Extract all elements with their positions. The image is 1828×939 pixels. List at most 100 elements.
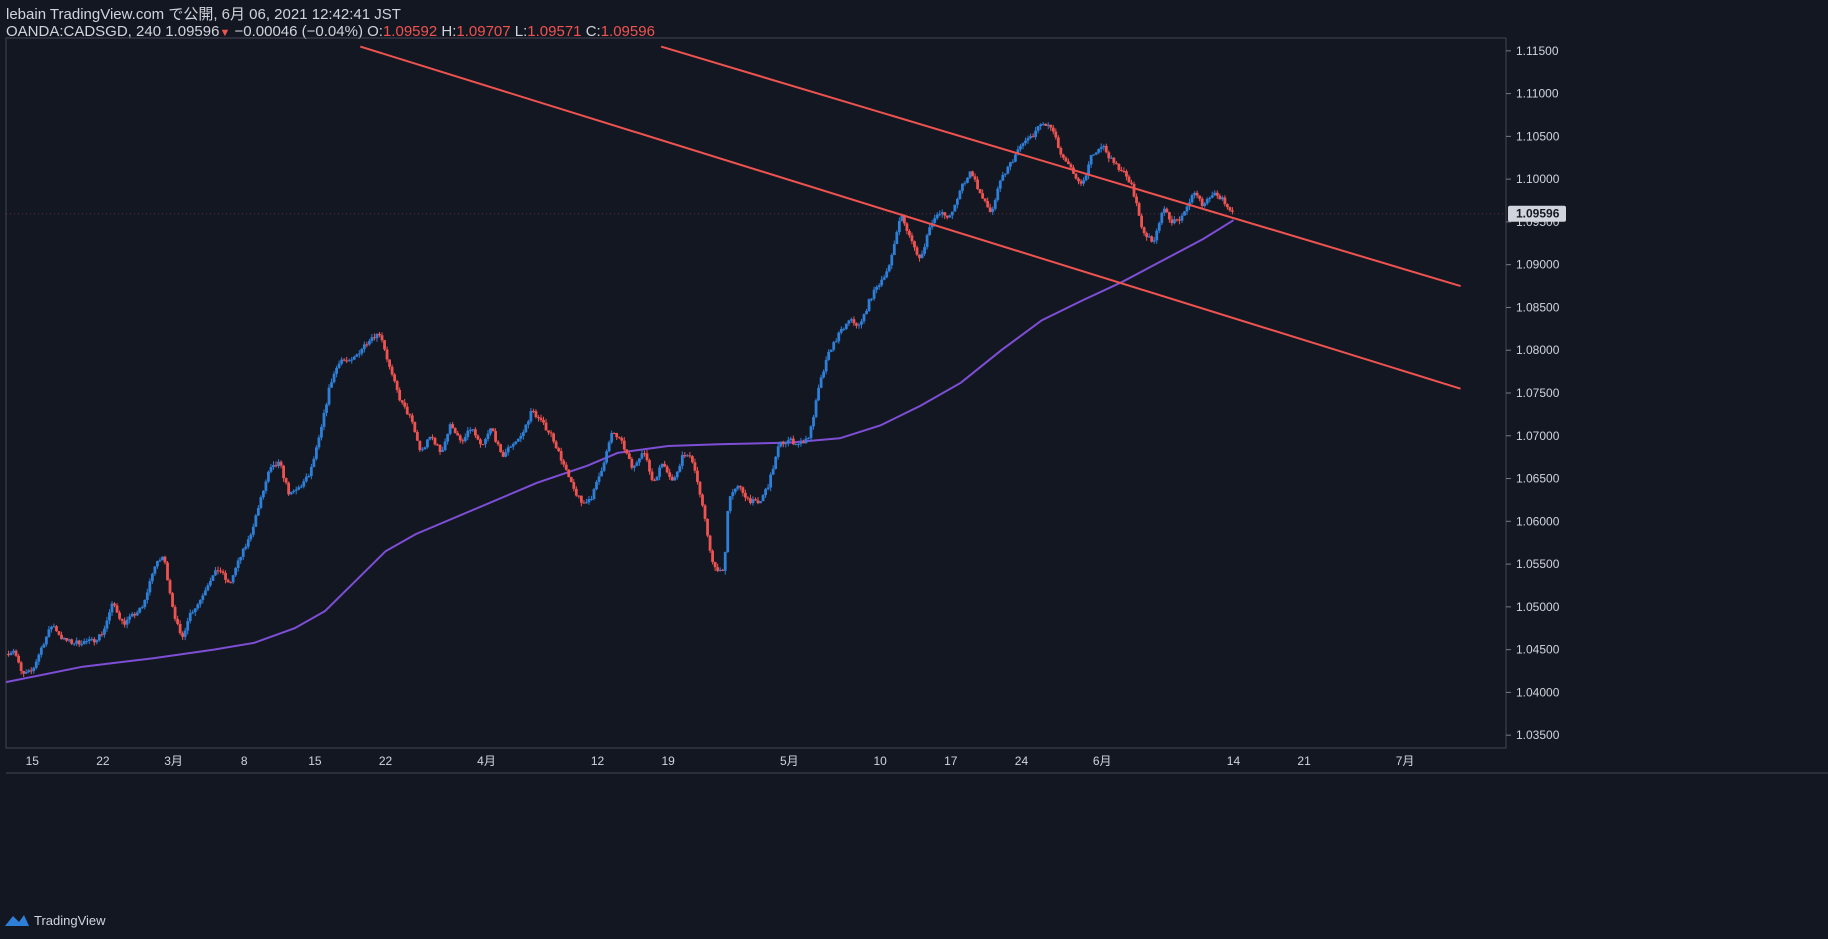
candle-up <box>895 232 899 245</box>
price-tick-label: 1.10000 <box>1516 172 1560 186</box>
candle-up <box>307 476 311 478</box>
time-axis[interactable]: 15 22 3月 8 15 22 4月 12 19 5月 10 17 24 6月 14 21 7月 <box>26 754 1415 768</box>
candle-up <box>963 182 967 184</box>
candle-down <box>703 505 707 519</box>
candle-up <box>723 552 727 571</box>
candle-down <box>22 671 26 674</box>
candle-up <box>158 560 162 562</box>
candle-up <box>1208 197 1212 200</box>
candle-up <box>37 654 41 662</box>
candle-up <box>814 400 818 417</box>
high-label: H: <box>441 23 457 40</box>
candle-up <box>600 470 603 477</box>
candle-down <box>1167 212 1171 220</box>
candle-up <box>468 429 472 431</box>
candle-down <box>915 247 919 255</box>
candle-down <box>133 613 137 616</box>
candle-down <box>284 478 288 483</box>
candle-down <box>491 428 495 432</box>
tradingview-brand[interactable]: TradingView <box>4 910 106 930</box>
candle-up <box>761 495 765 502</box>
candle-down <box>287 482 291 495</box>
candle-up <box>1162 208 1166 213</box>
candle-up <box>299 486 303 488</box>
candle-up <box>807 437 810 439</box>
candle-up <box>897 220 901 233</box>
candle-down <box>221 571 225 574</box>
candle-up <box>955 198 959 205</box>
candle-down <box>973 176 977 180</box>
candle-up <box>872 289 876 299</box>
candle-up <box>1099 147 1103 149</box>
candle-up <box>1034 130 1038 137</box>
candle-up <box>587 498 591 503</box>
candle-down <box>910 235 914 242</box>
candle-down <box>1061 154 1065 158</box>
trendline[interactable] <box>360 45 1461 390</box>
trendline[interactable] <box>660 45 1461 288</box>
candle-down <box>1218 195 1222 200</box>
candle-up <box>514 441 518 444</box>
candle-up <box>771 468 775 475</box>
candle-up <box>254 515 258 527</box>
candle-down <box>913 241 916 248</box>
candle-down <box>754 499 757 501</box>
candle-down <box>744 492 747 498</box>
candle-down <box>542 419 545 423</box>
candle-up <box>466 430 470 438</box>
candle-down <box>473 429 477 436</box>
time-tick-label: 21 <box>1297 754 1311 768</box>
candle-down <box>855 323 858 326</box>
candle-down <box>986 200 990 208</box>
time-tick-label: 19 <box>662 754 676 768</box>
candle-down <box>693 462 697 471</box>
candle-up <box>885 271 889 278</box>
candle-down <box>569 477 573 483</box>
symbol-name[interactable]: OANDA:CADSGD, 240 <box>6 23 162 40</box>
price-tick-label: 1.06000 <box>1516 514 1560 528</box>
candle-up <box>322 412 326 427</box>
candle-down <box>393 374 397 382</box>
candle-down <box>55 626 58 632</box>
candle-up <box>1213 192 1217 196</box>
candle-up <box>660 463 664 468</box>
candle-up <box>996 188 1000 201</box>
candle-down <box>943 212 947 216</box>
candle-up <box>521 432 525 436</box>
candle-up <box>602 462 606 471</box>
candle-down <box>1132 183 1136 197</box>
candle-up <box>812 416 815 427</box>
candle-up <box>1046 124 1050 126</box>
candle-down <box>436 444 439 446</box>
price-axis[interactable]: 1.115001.110001.105001.100001.095001.090… <box>6 44 1566 742</box>
candle-up <box>1087 164 1091 176</box>
candle-up <box>774 456 778 469</box>
candle-down <box>627 453 631 459</box>
price-tick-label: 1.11000 <box>1516 87 1559 101</box>
candle-down <box>756 500 760 504</box>
candle-up <box>524 424 528 433</box>
candle-up <box>640 453 644 459</box>
price-tick-label: 1.05500 <box>1516 557 1560 571</box>
candle-down <box>1137 203 1141 216</box>
candle-down <box>77 640 81 645</box>
candle-up <box>332 373 336 383</box>
candle-down <box>688 455 692 457</box>
candle-down <box>501 451 505 457</box>
trendlines-layer[interactable] <box>360 45 1461 390</box>
candle-up <box>776 446 780 457</box>
candle-down <box>1054 131 1058 138</box>
candle-up <box>262 490 265 498</box>
candle-up <box>880 279 884 286</box>
candle-down <box>120 618 124 621</box>
candle-up <box>1109 157 1113 159</box>
candle-up <box>655 476 659 481</box>
price-tick-label: 1.06500 <box>1516 472 1560 486</box>
candle-down <box>746 497 750 499</box>
candle-up <box>50 626 53 630</box>
candle-down <box>17 655 21 663</box>
candle-up <box>375 333 379 339</box>
time-tick-label: 15 <box>26 754 40 768</box>
candle-down <box>549 432 553 434</box>
